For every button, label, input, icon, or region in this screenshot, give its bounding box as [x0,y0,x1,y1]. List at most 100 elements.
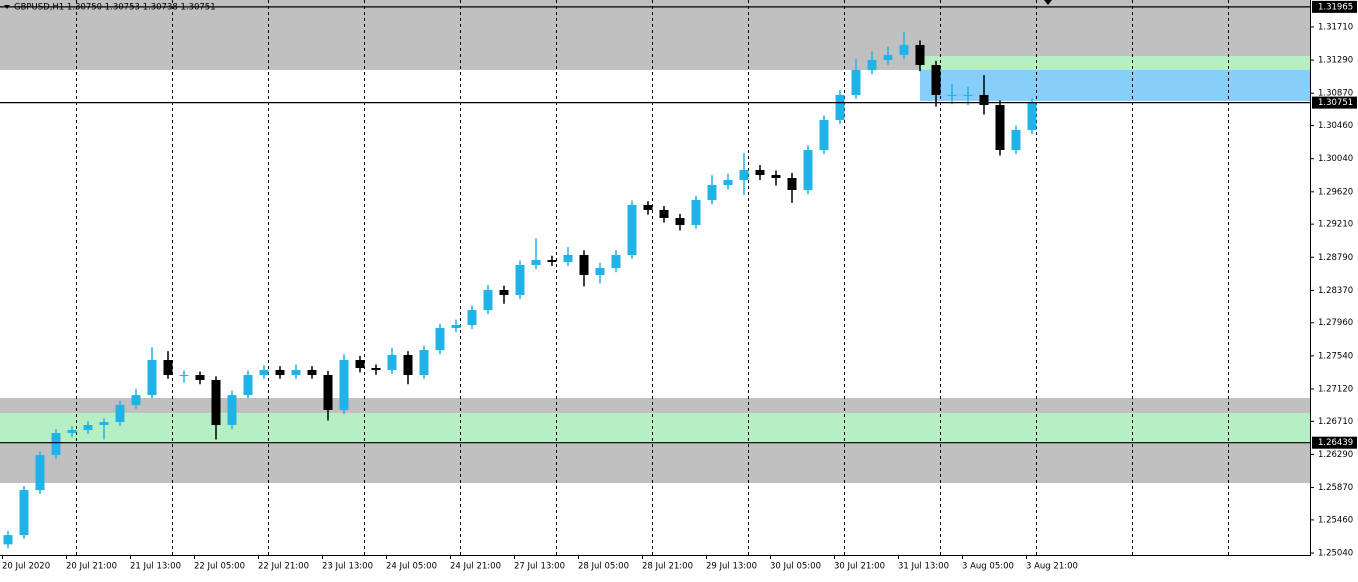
candle-body [515,264,525,295]
candle-body [275,369,285,376]
x-tick-label: 24 Jul 21:00 [450,562,501,572]
y-tick-label: 1.28370 [1318,286,1353,296]
x-tick-label: 31 Jul 13:00 [898,562,949,572]
candle-body [611,254,621,268]
candle-body [451,325,461,329]
candle-body [883,54,893,60]
candle-body [787,178,797,190]
candle-body [867,59,877,70]
y-tick-label: 1.30040 [1318,154,1353,164]
candle-body [467,310,477,326]
x-tick-label: 28 Jul 21:00 [642,562,693,572]
candle-body [531,260,541,265]
candle-body [803,150,813,190]
candles [3,31,1037,549]
x-tick-label: 30 Jul 05:00 [770,562,821,572]
candle-body [99,422,109,426]
y-tick-label: 1.29210 [1318,220,1353,230]
candle-body [179,375,189,377]
x-tick-label: 24 Jul 05:00 [386,562,437,572]
y-tick-label: 1.26290 [1318,450,1353,460]
candle-body [339,360,349,411]
candle-body [67,429,77,433]
chart-title: GBPUSD,H1 1.30750 1.30753 1.30738 1.3075… [14,3,216,13]
levels [0,6,1310,444]
x-tick-label: 29 Jul 13:00 [706,562,757,572]
candle-body [35,454,45,491]
zone [0,413,1310,444]
candle-body [403,354,413,376]
candle-body [563,254,573,263]
candle-body [499,290,509,295]
y-tick-label: 1.31710 [1318,22,1353,32]
price-axis-bg [1310,0,1358,578]
candle-body [419,350,429,376]
candle-body [211,379,221,426]
level-label-bg [1312,96,1357,109]
x-tick-label: 28 Jul 05:00 [578,562,629,572]
x-tick-label: 22 Jul 21:00 [258,562,309,572]
candle-body [83,425,93,430]
level-label: 1.30751 [1318,98,1353,108]
y-tick-label: 1.27960 [1318,318,1353,328]
x-tick-label: 30 Jul 21:00 [834,562,885,572]
candle-body [739,169,749,180]
x-tick-label: 20 Jul 21:00 [66,562,117,572]
x-tick-label: 21 Jul 13:00 [130,562,181,572]
x-tick-label: 23 Jul 13:00 [322,562,373,572]
x-tick-label: 27 Jul 13:00 [514,562,565,572]
candle-body [51,432,61,455]
menu-arrow[interactable] [4,5,10,9]
candle-body [435,328,445,351]
y-tick-label: 1.31290 [1318,56,1353,66]
candle-body [1027,102,1037,130]
candle-body [147,360,157,396]
zone [920,55,1310,70]
candle-body [163,360,173,376]
candle-body [627,204,637,255]
x-tick-label: 3 Aug 21:00 [1026,562,1078,572]
time-axis-bg [0,555,1358,578]
candle-body [963,94,973,96]
x-tick-label: 22 Jul 05:00 [194,562,245,572]
level-label-bg [1312,436,1357,449]
candle-body [643,204,653,210]
x-tick-label: 20 Jul 2020 [2,562,50,572]
y-tick-label: 1.29620 [1318,187,1353,197]
candle-body [19,490,29,536]
candle-body [691,200,701,226]
candle-body [579,254,589,276]
candle-body [483,290,493,311]
zone [0,443,1310,483]
y-tick-label: 1.28790 [1318,253,1353,263]
candle-body [835,94,845,120]
shift-marker [1044,0,1052,5]
candle-body [931,64,941,95]
candle-body [851,69,861,95]
candle-body [3,535,13,545]
candle-body [595,267,605,276]
y-tick-label: 1.30460 [1318,121,1353,131]
y-tick-label: 1.27540 [1318,351,1353,361]
y-tick-label: 1.30870 [1318,89,1353,99]
candle-body [387,354,397,370]
y-tick-label: 1.25870 [1318,483,1353,493]
level-label: 1.26439 [1318,438,1353,448]
candle-body [947,94,957,96]
y-tick-label: 1.25460 [1318,515,1353,525]
y-tick-label: 1.26710 [1318,417,1353,427]
y-tick-label: 1.27120 [1318,384,1353,394]
candle-body [371,368,381,370]
candle-body [659,209,669,218]
candle-body [131,395,141,405]
candle-body [243,375,253,396]
zone [920,69,1310,101]
candle-body [227,395,237,426]
candle-body [259,369,269,376]
candle-body [195,375,205,380]
candle-body [755,169,765,176]
time-grid [76,0,1229,555]
candle-body [1011,129,1021,151]
candle-body [323,375,333,411]
level-label-bg [1312,0,1357,13]
